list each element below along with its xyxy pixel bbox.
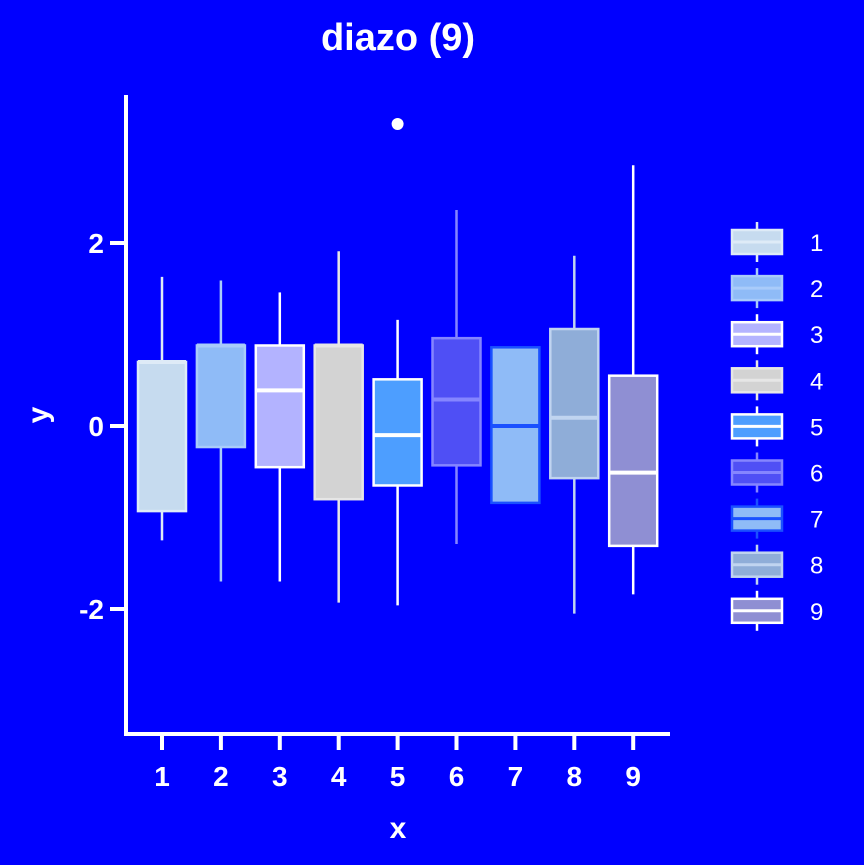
box-body <box>315 345 363 499</box>
x-tick-label: 1 <box>154 761 170 792</box>
legend-item-6: 6 <box>732 453 823 493</box>
box-6 <box>433 210 481 544</box>
chart-title: diazo (9) <box>321 17 475 59</box>
legend-item-2: 2 <box>732 268 823 308</box>
box-body <box>374 379 422 485</box>
legend-label: 5 <box>810 414 823 441</box>
outlier-point <box>392 118 404 130</box>
legend-item-7: 7 <box>732 499 823 539</box>
y-tick-label: 0 <box>88 411 104 442</box>
x-tick-label: 2 <box>213 761 229 792</box>
legend-item-9: 9 <box>732 591 823 631</box>
x-axis-label: x <box>390 812 407 845</box>
box-body <box>256 345 304 467</box>
legend-item-1: 1 <box>732 222 823 262</box>
box-3 <box>256 292 304 581</box>
legend-label: 3 <box>810 322 823 349</box>
box-8 <box>550 256 598 614</box>
legend-label: 7 <box>810 507 823 534</box>
legend-item-8: 8 <box>732 545 823 585</box>
box-7 <box>491 347 539 503</box>
y-tick-label: 2 <box>88 228 104 259</box>
box-body <box>550 329 598 478</box>
box-1 <box>138 277 186 541</box>
plot-area: -2 0 2 1 2 3 4 5 6 7 8 9 <box>79 95 670 792</box>
box-body <box>197 345 245 447</box>
box-body <box>433 338 481 465</box>
x-tick-label: 6 <box>449 761 465 792</box>
x-tick-label: 7 <box>508 761 524 792</box>
legend-label: 9 <box>810 599 823 626</box>
x-tick-label: 5 <box>390 761 406 792</box>
y-axis-label: y <box>22 406 55 423</box>
legend-label: 4 <box>810 368 823 395</box>
box-2 <box>197 281 245 582</box>
box-4 <box>315 251 363 602</box>
box-9 <box>609 165 657 594</box>
box-5 <box>374 118 422 605</box>
x-tick-label: 4 <box>331 761 347 792</box>
legend: 1 2 3 4 5 6 7 8 9 <box>732 222 823 631</box>
box-body <box>609 376 657 546</box>
x-tick-label: 8 <box>567 761 583 792</box>
legend-label: 2 <box>810 276 823 303</box>
legend-item-3: 3 <box>732 314 823 354</box>
legend-item-5: 5 <box>732 406 823 446</box>
x-tick-label: 3 <box>272 761 288 792</box>
x-tick-label: 9 <box>625 761 641 792</box>
legend-label: 8 <box>810 553 823 580</box>
legend-label: 1 <box>810 230 823 257</box>
legend-label: 6 <box>810 461 823 488</box>
legend-item-4: 4 <box>732 360 823 400</box>
box-body <box>138 362 186 511</box>
y-tick-label: -2 <box>79 594 104 625</box>
